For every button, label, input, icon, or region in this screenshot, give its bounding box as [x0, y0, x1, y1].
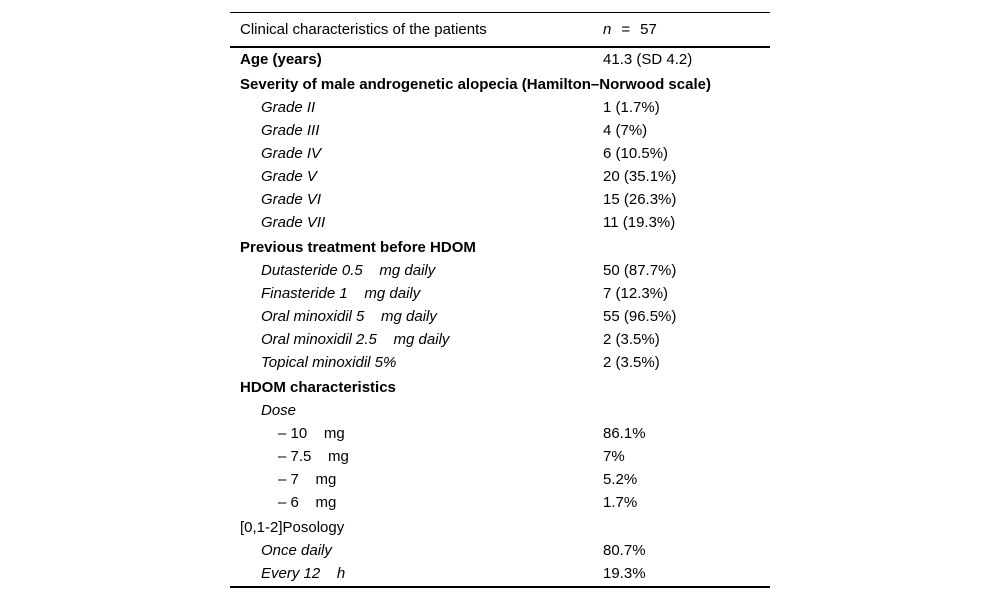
row-label: Grade III	[261, 122, 320, 139]
table-row: – 7 mg 5.2%	[230, 468, 770, 491]
row-label: Grade VI	[261, 191, 322, 208]
table-header-title: Clinical characteristics of the patients	[240, 21, 487, 38]
row-label: – 7 mg	[278, 471, 337, 488]
n-symbol: n	[603, 21, 612, 38]
table-row: Dutasteride 0.5 mg daily 50 (87.7%)	[230, 259, 770, 282]
table-row: – 6 mg 1.7%	[230, 491, 770, 514]
row-value: 7%	[603, 448, 625, 465]
row-label: Finasteride 1 mg daily	[261, 285, 421, 302]
row-value: 4 (7%)	[603, 122, 648, 139]
row-label: [0,1-2]Posology	[240, 519, 345, 536]
row-label: Grade V	[261, 168, 317, 185]
table-row: Topical minoxidil 5% 2 (3.5%)	[230, 351, 770, 374]
table-row: Grade IV 6 (10.5%)	[230, 142, 770, 165]
row-value: 5.2%	[603, 471, 638, 488]
row-value: 6 (10.5%)	[603, 145, 669, 162]
n-value: 57	[640, 21, 657, 38]
table-row: Grade II 1 (1.7%)	[230, 96, 770, 119]
table-row: Dose	[230, 399, 770, 422]
row-value: 7 (12.3%)	[603, 285, 669, 302]
table-header-row: Clinical characteristics of the patients…	[230, 13, 770, 48]
row-label: Previous treatment before HDOM	[240, 239, 476, 256]
row-value: 2 (3.5%)	[603, 331, 660, 348]
table-row: Grade VI 15 (26.3%)	[230, 188, 770, 211]
row-value: 55 (96.5%)	[603, 308, 677, 325]
row-label: Grade II	[261, 99, 316, 116]
row-label: Once daily	[261, 542, 332, 559]
row-value: 1 (1.7%)	[603, 99, 660, 116]
equals-sign: =	[621, 21, 631, 38]
row-label: Grade VII	[261, 214, 326, 231]
table-row: Once daily 80.7%	[230, 539, 770, 562]
row-label: – 7.5 mg	[278, 448, 349, 465]
row-label: Every 12 h	[261, 565, 346, 582]
clinical-characteristics-table: Clinical characteristics of the patients…	[230, 12, 770, 588]
row-label: Oral minoxidil 5 mg daily	[261, 308, 437, 325]
row-label: Oral minoxidil 2.5 mg daily	[261, 331, 450, 348]
table-row: Grade V 20 (35.1%)	[230, 165, 770, 188]
row-label: Dose	[261, 402, 297, 419]
row-value: 19.3%	[603, 565, 646, 582]
row-label: Grade IV	[261, 145, 322, 162]
table-row: Severity of male androgenetic alopecia (…	[230, 73, 770, 96]
row-label: Topical minoxidil 5%	[261, 354, 397, 371]
row-value: 15 (26.3%)	[603, 191, 677, 208]
table-row: [0,1-2]Posology	[230, 516, 770, 539]
table-row: Age (years) 41.3 (SD 4.2)	[230, 48, 770, 71]
row-label: Dutasteride 0.5 mg daily	[261, 262, 436, 279]
table-row: Oral minoxidil 5 mg daily 55 (96.5%)	[230, 305, 770, 328]
row-value: 20 (35.1%)	[603, 168, 677, 185]
row-value: 1.7%	[603, 494, 638, 511]
row-value: 41.3 (SD 4.2)	[603, 51, 693, 68]
row-value: 80.7%	[603, 542, 646, 559]
row-label: Age (years)	[240, 51, 322, 68]
table-row: Grade III 4 (7%)	[230, 119, 770, 142]
row-label: – 10 mg	[278, 425, 345, 442]
row-value: 86.1%	[603, 425, 646, 442]
row-value: 11 (19.3%)	[603, 214, 676, 231]
table-body: Age (years) 41.3 (SD 4.2) Severity of ma…	[230, 48, 770, 588]
table-row: Grade VII 11 (19.3%)	[230, 211, 770, 234]
table-row: Previous treatment before HDOM	[230, 236, 770, 259]
table-row: HDOM characteristics	[230, 376, 770, 399]
table-row: Every 12 h 19.3%	[230, 562, 770, 585]
table-row: Oral minoxidil 2.5 mg daily 2 (3.5%)	[230, 328, 770, 351]
row-value: 2 (3.5%)	[603, 354, 660, 371]
table-row: – 7.5 mg 7%	[230, 445, 770, 468]
row-label: Severity of male androgenetic alopecia (…	[240, 76, 711, 93]
row-value: 50 (87.7%)	[603, 262, 677, 279]
table-header-n-count: n = 57	[603, 21, 657, 38]
table-row: Finasteride 1 mg daily 7 (12.3%)	[230, 282, 770, 305]
row-label: – 6 mg	[278, 494, 337, 511]
table-row: – 10 mg 86.1%	[230, 422, 770, 445]
row-label: HDOM characteristics	[240, 379, 396, 396]
